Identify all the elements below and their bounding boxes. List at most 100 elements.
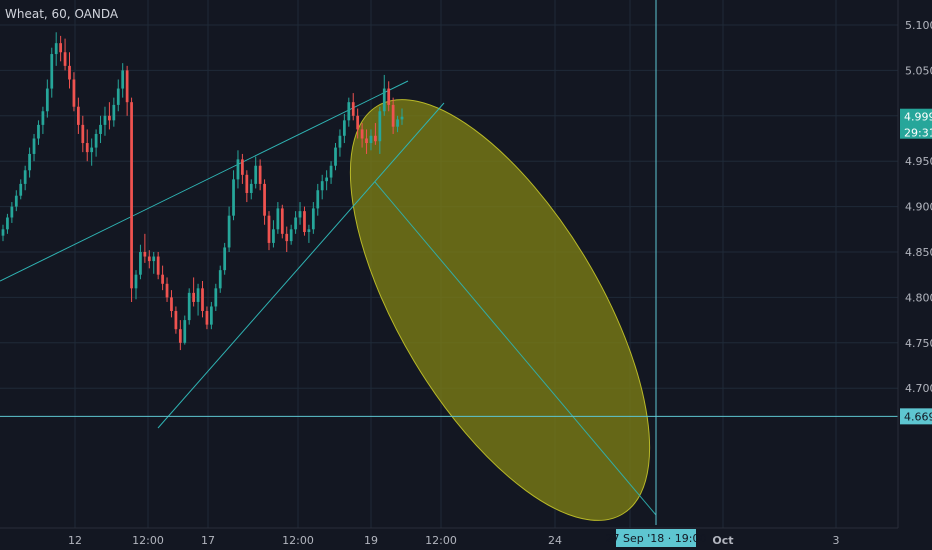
candle bbox=[218, 265, 222, 293]
candle bbox=[329, 161, 333, 184]
ellipse-shape[interactable] bbox=[292, 54, 709, 550]
candle-body bbox=[400, 116, 404, 120]
candle bbox=[1, 224, 5, 242]
crosshair-time-label: 27 Sep '18 · 19:00 bbox=[606, 532, 707, 545]
candle bbox=[347, 97, 351, 127]
candle-body bbox=[280, 208, 284, 234]
candle-body bbox=[94, 133, 98, 148]
last-price-tag: 4.999 29:31 bbox=[900, 108, 932, 140]
candle bbox=[32, 133, 36, 162]
candle-body bbox=[214, 288, 218, 307]
candle bbox=[143, 233, 147, 263]
candle bbox=[307, 224, 311, 243]
candle-body bbox=[41, 111, 45, 125]
candle bbox=[28, 147, 31, 178]
candle-body bbox=[174, 311, 178, 330]
price-axis[interactable]: 5.1005.0505.0004.9504.9004.8504.8004.750… bbox=[898, 0, 932, 528]
candle bbox=[298, 202, 302, 225]
candle-body bbox=[298, 211, 302, 218]
candle bbox=[311, 202, 315, 234]
candle-body bbox=[156, 256, 160, 275]
candle-body bbox=[152, 256, 156, 262]
candle bbox=[232, 170, 235, 221]
candles bbox=[1, 32, 404, 351]
candle bbox=[396, 115, 399, 133]
candle-body bbox=[329, 165, 333, 178]
candle bbox=[263, 179, 266, 225]
lower-channel-line[interactable] bbox=[157, 102, 445, 429]
candle bbox=[241, 153, 244, 184]
candle-body bbox=[134, 274, 138, 289]
candle bbox=[63, 38, 67, 71]
candle bbox=[338, 129, 342, 157]
candle bbox=[81, 115, 85, 153]
chart-title[interactable]: Wheat, 60, OANDA bbox=[5, 7, 119, 21]
candle bbox=[174, 306, 178, 334]
candle-body bbox=[325, 177, 329, 182]
candle-body bbox=[307, 229, 311, 233]
candle bbox=[374, 123, 377, 145]
candle bbox=[227, 206, 231, 252]
candle-body bbox=[45, 88, 49, 112]
time-tick-label: 12:00 bbox=[282, 534, 314, 547]
candle-body bbox=[68, 65, 71, 80]
price-tick-label: 5.050 bbox=[905, 64, 932, 77]
candle bbox=[369, 129, 373, 151]
candle-body bbox=[54, 43, 58, 55]
candle-body bbox=[263, 183, 266, 216]
candle-body bbox=[289, 229, 293, 242]
candle-body bbox=[272, 229, 275, 243]
candle bbox=[387, 81, 391, 112]
candle-body bbox=[50, 54, 54, 89]
candle-body bbox=[236, 159, 240, 180]
candle-body bbox=[112, 104, 116, 121]
time-tick-label: 12:00 bbox=[425, 534, 457, 547]
price-tick-label: 5.100 bbox=[905, 19, 932, 32]
candle-body bbox=[205, 311, 209, 325]
candle bbox=[170, 290, 173, 318]
candle bbox=[285, 226, 289, 252]
time-tick-label: 17 bbox=[201, 534, 215, 547]
candle-body bbox=[351, 102, 355, 116]
candle bbox=[178, 320, 182, 351]
candle bbox=[125, 65, 129, 116]
candle-body bbox=[116, 88, 120, 105]
price-tick-label: 4.800 bbox=[905, 291, 932, 304]
candle-body bbox=[192, 292, 196, 302]
candle-body bbox=[342, 120, 346, 136]
candle-body bbox=[85, 143, 89, 153]
candle-body bbox=[378, 111, 382, 142]
candle bbox=[320, 174, 324, 200]
candle-body bbox=[365, 138, 368, 144]
candle-body bbox=[201, 288, 204, 312]
trendlines[interactable] bbox=[0, 80, 657, 516]
upper-channel-line[interactable] bbox=[0, 80, 409, 282]
projection-line[interactable] bbox=[374, 181, 657, 516]
candle-body bbox=[223, 247, 227, 271]
candle bbox=[382, 74, 386, 116]
candle-body bbox=[347, 102, 351, 121]
candle-body bbox=[276, 208, 280, 230]
ellipse-drawing[interactable] bbox=[292, 54, 709, 550]
candle bbox=[303, 206, 306, 236]
candle bbox=[276, 202, 280, 234]
candle-body bbox=[170, 297, 173, 312]
time-tick-label: 12:00 bbox=[132, 534, 164, 547]
candle bbox=[156, 252, 160, 280]
candle bbox=[245, 170, 249, 203]
candle bbox=[254, 156, 258, 189]
candle bbox=[187, 288, 191, 325]
candle-body bbox=[396, 119, 399, 127]
price-axis-ticks: 5.1005.0505.0004.9504.9004.8504.8004.750… bbox=[905, 19, 932, 395]
candle bbox=[41, 106, 45, 134]
candle-body bbox=[334, 147, 337, 166]
candle-body bbox=[139, 252, 142, 275]
candle-body bbox=[241, 159, 244, 175]
candle bbox=[183, 315, 187, 345]
candle bbox=[289, 224, 293, 245]
candle-body bbox=[161, 274, 164, 284]
candle-body bbox=[72, 79, 76, 107]
